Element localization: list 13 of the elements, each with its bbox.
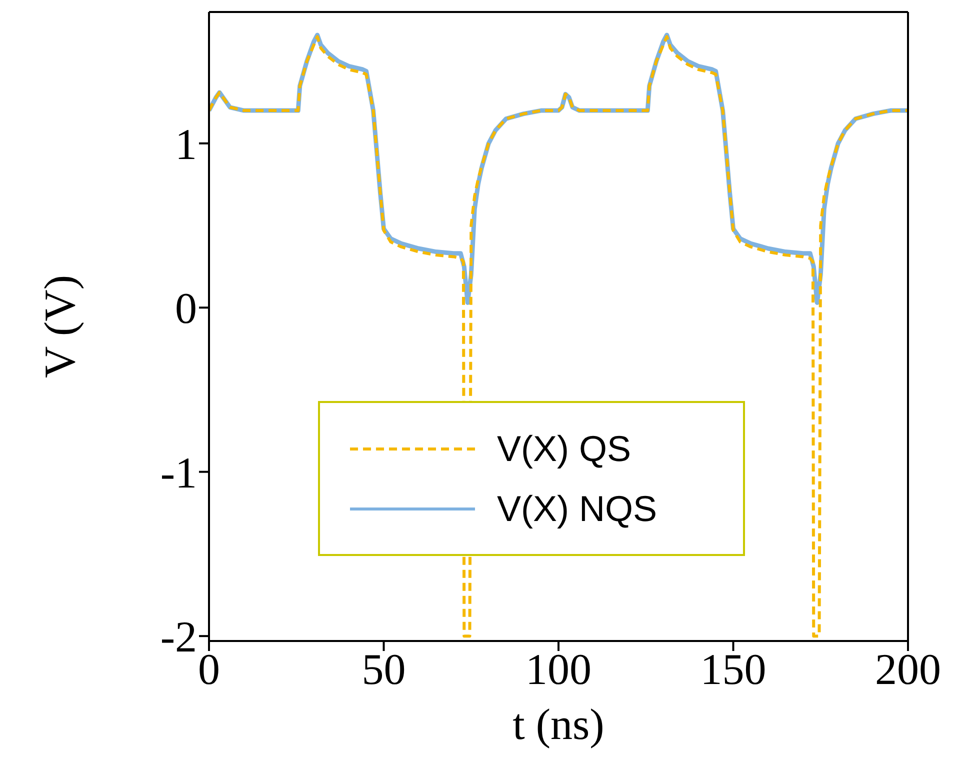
- line-series: [209, 35, 908, 638]
- y-tick-label: -1: [160, 448, 197, 498]
- x-tick-label: 200: [875, 645, 941, 694]
- x-tick-label: 100: [526, 645, 592, 694]
- y-axis-title: V (V): [36, 274, 85, 378]
- x-tick-label: 150: [700, 645, 766, 694]
- y-tick-label: 0: [175, 284, 197, 334]
- x-tick-label: 50: [362, 645, 406, 694]
- legend-label: V(X) NQS: [497, 488, 658, 530]
- y-tick-label: 1: [175, 120, 197, 170]
- legend-label: V(X) QS: [497, 428, 632, 470]
- y-tick-label: -2: [160, 612, 197, 662]
- x-axis-title: t (ns): [512, 700, 604, 749]
